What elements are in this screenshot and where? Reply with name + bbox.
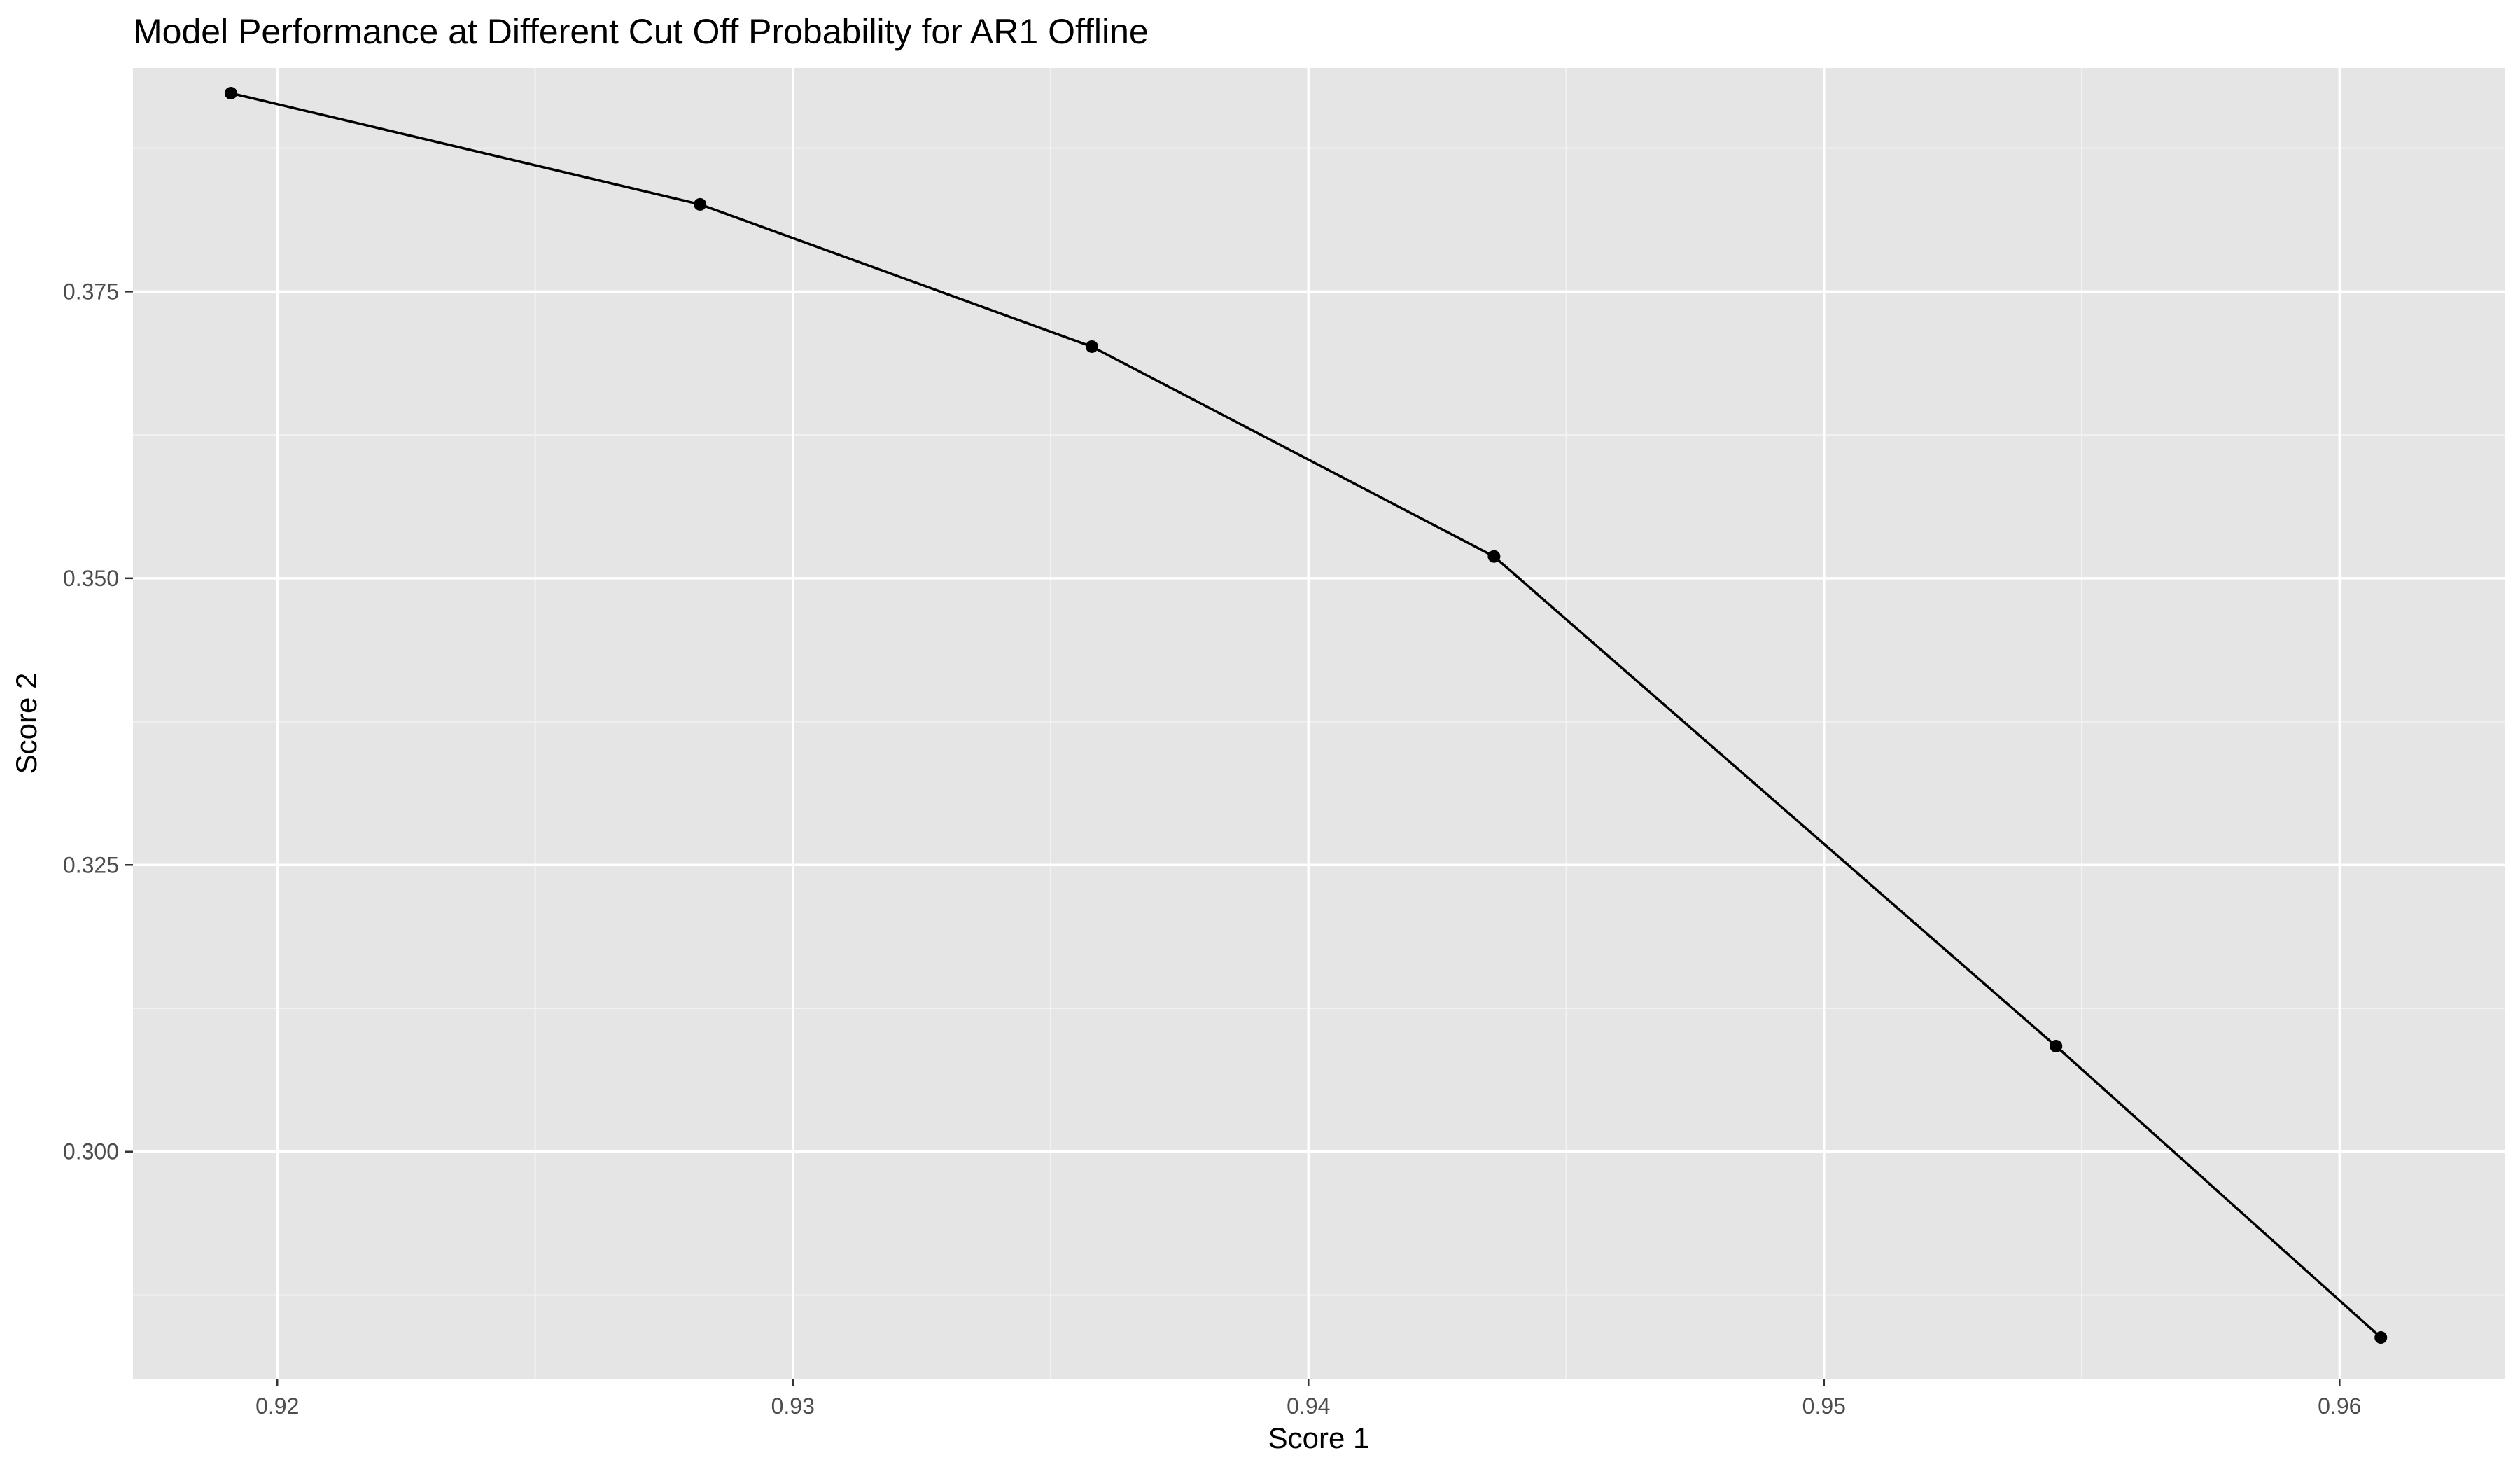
series-line <box>230 92 2382 1339</box>
data-point <box>2050 1040 2063 1053</box>
y-tick-label: 0.350 <box>63 566 119 591</box>
plot-panel <box>133 68 2505 1379</box>
data-point <box>1488 550 1501 563</box>
chart-title: Model Performance at Different Cut Off P… <box>133 12 1149 51</box>
x-tick-label: 0.94 <box>1287 1393 1330 1419</box>
data-series <box>224 87 2388 1344</box>
x-axis: 0.92 0.93 0.94 0.95 0.96 <box>255 1379 2361 1419</box>
data-point <box>2374 1331 2388 1344</box>
y-tick-label: 0.300 <box>63 1139 119 1164</box>
y-tick-label: 0.375 <box>63 279 119 304</box>
x-tick-label: 0.92 <box>255 1393 299 1419</box>
data-point <box>1085 340 1098 353</box>
minor-gridlines <box>133 68 2505 1379</box>
y-axis: 0.300 0.325 0.350 0.375 <box>63 279 133 1164</box>
x-axis-title: Score 1 <box>1268 1421 1370 1454</box>
y-tick-label: 0.325 <box>63 852 119 877</box>
x-tick-label: 0.96 <box>2318 1393 2361 1419</box>
data-point <box>694 197 707 211</box>
x-tick-label: 0.93 <box>771 1393 815 1419</box>
major-gridlines <box>133 68 2505 1379</box>
y-axis-title: Score 2 <box>10 673 43 774</box>
x-tick-label: 0.95 <box>1802 1393 1846 1419</box>
data-point <box>224 87 237 100</box>
